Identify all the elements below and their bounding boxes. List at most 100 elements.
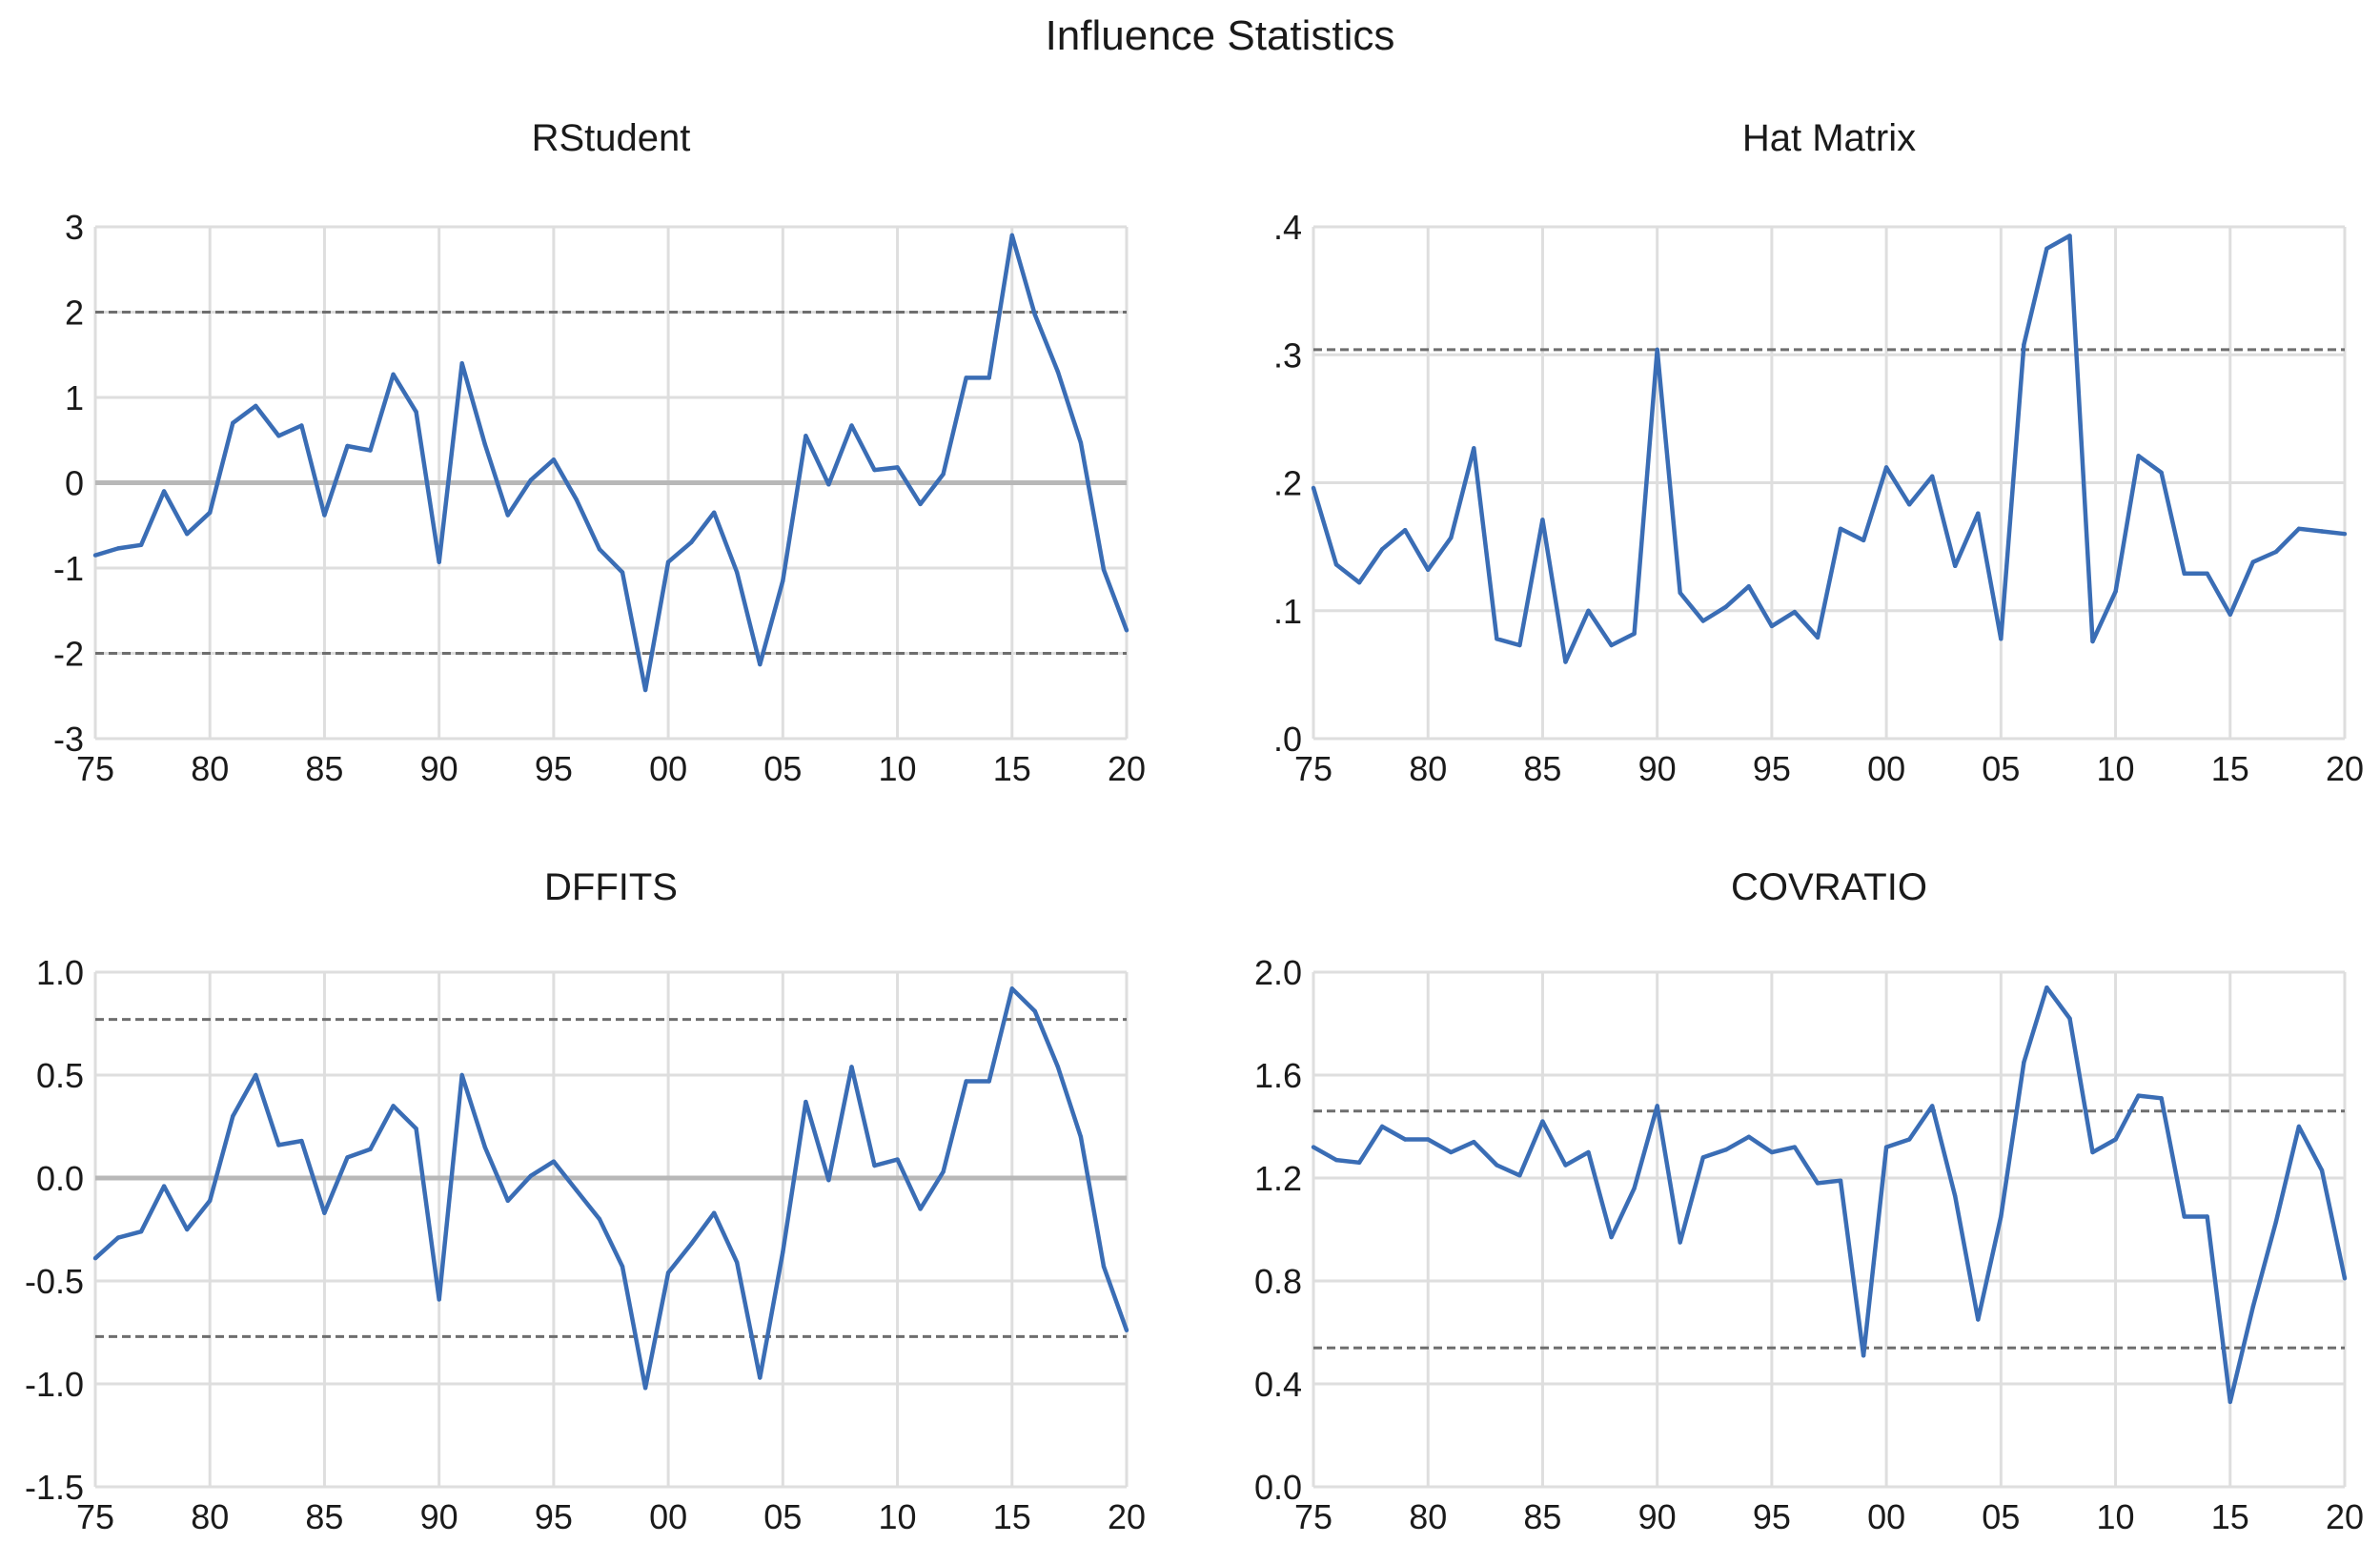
rstudent-data-point [138, 542, 144, 547]
rstudent-x-tick-label: 85 [305, 749, 343, 788]
rstudent-y-tick-label: 3 [65, 208, 84, 247]
hat-matrix-data-point [1815, 635, 1821, 640]
hat-matrix-data-point [1723, 604, 1729, 609]
dffits-x-tick-label: 85 [305, 1497, 343, 1536]
dffits-data-point [574, 1188, 580, 1193]
covratio-data-point [1563, 1163, 1568, 1168]
rstudent-title: RStudent [532, 117, 691, 159]
covratio-x-tick-label: 20 [2326, 1497, 2364, 1536]
hat-matrix-data-point [1356, 580, 1362, 585]
hat-matrix-data-point [2136, 454, 2141, 458]
hat-matrix-y-tick-label: .0 [1273, 720, 1302, 759]
rstudent-data-point [551, 457, 557, 462]
covratio-data-point [1953, 1193, 1958, 1199]
hat-matrix-data-point [1311, 485, 1316, 491]
covratio-data-point [1815, 1181, 1821, 1186]
rstudent-data-point [482, 442, 487, 447]
covratio-x-tick-label: 90 [1638, 1497, 1677, 1536]
rstudent-data-point [161, 489, 167, 494]
covratio-data-point [1678, 1240, 1682, 1245]
rstudent-data-point [758, 661, 763, 667]
dffits-data-point [1101, 1264, 1107, 1269]
covratio-data-point [1746, 1134, 1752, 1140]
covratio-data-point [1976, 1317, 1981, 1322]
dffits-data-point [987, 1079, 991, 1084]
panel-covratio: COVRATIO 75 80 85 90 95 00 05 10 15 20 0.0 0.4 0.8 1.2… [1254, 866, 2364, 1536]
covratio-data-point [2296, 1124, 2302, 1129]
hat-matrix-title: Hat Matrix [1742, 117, 1916, 159]
dffits-data-point [1009, 986, 1015, 991]
dffits-data-point [254, 1072, 258, 1078]
covratio-data-point [1472, 1140, 1476, 1145]
dffits-data-point [322, 1210, 327, 1215]
covratio-data-point [1861, 1353, 1866, 1358]
rstudent-data-point [964, 376, 968, 380]
dffits-x-tick-label: 75 [76, 1497, 114, 1536]
rstudent-data-point [505, 513, 510, 518]
hat-matrix-data-point [2250, 559, 2255, 564]
rstudent-data-point [391, 372, 396, 376]
hat-matrix-data-point [2022, 342, 2026, 347]
dffits-data-point [1032, 1008, 1038, 1014]
covratio-data-point [1999, 1214, 2004, 1219]
hat-matrix-data-point [2182, 571, 2187, 576]
dffits-data-point [299, 1138, 304, 1144]
rstudent-x-tick-label: 80 [191, 749, 229, 788]
rstudent-data-point [781, 579, 785, 583]
dffits-title: DFFITS [544, 866, 678, 908]
hat-matrix-x-tick-label: 10 [2097, 749, 2135, 788]
dffits-data-point [276, 1143, 281, 1148]
rstudent-data-point [872, 467, 877, 473]
covratio-data-point [1700, 1155, 1706, 1160]
covratio-data-point [1517, 1173, 1522, 1178]
rstudent-data-point [712, 510, 717, 515]
dffits-data-point [437, 1297, 441, 1302]
covratio-data-point [2250, 1304, 2255, 1310]
hat-matrix-data-point [1609, 642, 1614, 648]
rstudent-data-point [826, 482, 831, 487]
dffits-data-point [642, 1386, 648, 1391]
dffits-data-point [964, 1079, 968, 1084]
dffits-data-point [1124, 1328, 1129, 1333]
rstudent-y-tick-label: 0 [65, 464, 84, 503]
rstudent-data-point [665, 559, 671, 564]
dffits-y-tick-label: -1.0 [25, 1365, 84, 1404]
dffits-data-point [528, 1173, 533, 1179]
hat-matrix-data-point [1907, 502, 1912, 507]
hat-matrix-data-point [1540, 518, 1545, 522]
hat-matrix-data-point [1495, 637, 1499, 641]
covratio-data-point [1586, 1149, 1591, 1155]
dffits-data-point [1055, 1065, 1061, 1069]
covratio-data-point [1655, 1104, 1659, 1108]
dffits-y-tick-label: -1.5 [25, 1468, 84, 1507]
rstudent-data-point [1032, 313, 1038, 317]
dffits-data-point [482, 1145, 487, 1149]
dffits-data-point [849, 1065, 854, 1069]
hat-matrix-data-point [1700, 619, 1706, 623]
hat-matrix-x-tick-label: 75 [1294, 749, 1332, 788]
panel-rstudent: RStudent 75 80 85 90 95 00 05 10 15 20 -3 -2 -1 0 1 2 3 [53, 117, 1146, 788]
rstudent-data-point [185, 532, 190, 537]
rstudent-x-tick-label: 90 [420, 749, 458, 788]
rstudent-data-point [735, 570, 740, 575]
hat-matrix-y-tick-label: .1 [1273, 592, 1302, 631]
hat-matrix-x-tick-label: 95 [1753, 749, 1791, 788]
covratio-x-tick-label: 75 [1294, 1497, 1332, 1536]
rstudent-data-point [437, 559, 441, 564]
covratio-data-point [2342, 1276, 2348, 1281]
rstudent-data-point [849, 423, 854, 428]
hat-matrix-data-point [2319, 529, 2325, 534]
dffits-data-point [918, 1207, 923, 1211]
covratio-x-tick-label: 95 [1753, 1497, 1791, 1536]
covratio-data-point [1609, 1234, 1614, 1240]
covratio-data-point [1883, 1145, 1889, 1149]
covratio-y-tick-label: 0.4 [1254, 1365, 1302, 1404]
hat-matrix-data-point [1769, 623, 1775, 629]
covratio-data-point [2205, 1214, 2209, 1219]
rstudent-x-tick-label: 20 [1108, 749, 1146, 788]
rstudent-data-point [208, 510, 213, 515]
rstudent-x-tick-label: 00 [649, 749, 687, 788]
rstudent-data-point [574, 498, 580, 502]
rstudent-data-point [1124, 628, 1129, 633]
hat-matrix-y-tick-label: .2 [1273, 464, 1302, 503]
